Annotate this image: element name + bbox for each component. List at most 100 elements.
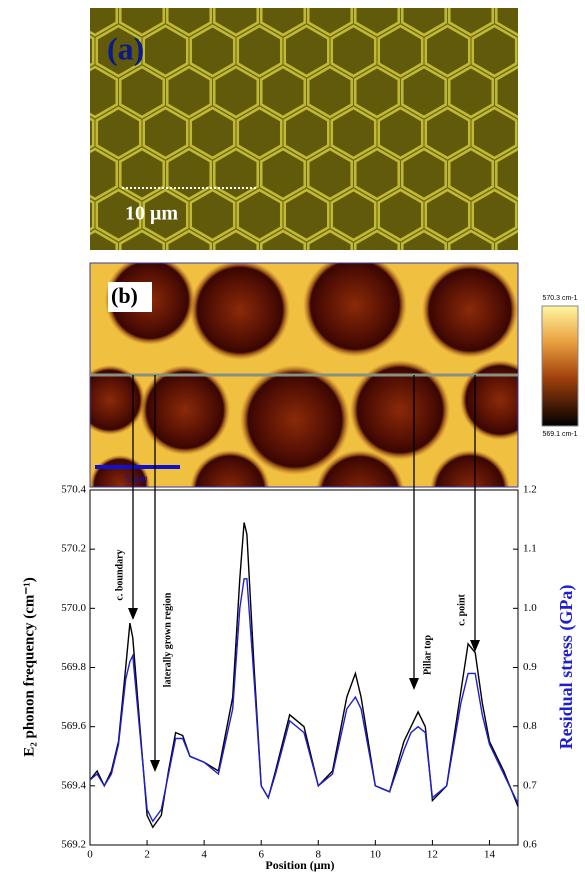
cell: [50, 190, 93, 240]
x-tick-label: 0: [87, 849, 93, 861]
cell: [520, 190, 563, 240]
cell: [285, 108, 328, 158]
cell: [167, 67, 210, 117]
y-tick-label: 569.4: [61, 779, 86, 791]
cell: [191, 190, 234, 240]
cell: [426, 26, 469, 76]
series-line: [90, 579, 518, 822]
scale-label: 10 μm: [125, 203, 178, 225]
cell: [332, 190, 375, 240]
cell: [26, 0, 69, 35]
y-axis-title: E₂ phonon frequency (cm⁻¹): [21, 577, 37, 757]
x-tick-label: 12: [427, 849, 438, 861]
cell: [543, 231, 585, 281]
scale-label: 5 μm: [125, 473, 148, 485]
cell: [332, 26, 375, 76]
x-tick-label: 6: [258, 849, 264, 861]
cell: [261, 149, 304, 199]
y2-axis-title: Residual stress (GPa): [556, 585, 577, 750]
cell: [379, 108, 422, 158]
grain: [303, 253, 407, 357]
arrow-head: [409, 678, 419, 690]
cell: [449, 67, 492, 117]
y2-tick-label: 0.8: [523, 720, 537, 732]
cell: [214, 67, 257, 117]
x-axis-title: Position (μm): [265, 858, 334, 872]
x-tick-label: 8: [316, 849, 322, 861]
cell: [285, 26, 328, 76]
cell: [120, 67, 163, 117]
cell: [332, 108, 375, 158]
cell: [520, 26, 563, 76]
cell: [379, 26, 422, 76]
cell: [73, 149, 116, 199]
y-tick-label: 570.4: [61, 484, 86, 496]
arrow-head: [150, 760, 160, 772]
cell: [238, 26, 281, 76]
cell: [308, 149, 351, 199]
annotation: c. point: [456, 593, 467, 625]
arrow-head: [128, 608, 138, 620]
cell: [26, 149, 69, 199]
cell: [567, 26, 585, 76]
cell: [214, 149, 257, 199]
colorbar: [542, 306, 578, 426]
cell: [496, 149, 539, 199]
cell: [261, 67, 304, 117]
cell: [426, 108, 469, 158]
cell: [144, 26, 187, 76]
grain: [315, 450, 405, 540]
cell: [355, 149, 398, 199]
cell: [543, 149, 585, 199]
cell: [567, 190, 585, 240]
arrow-head: [470, 640, 480, 652]
grain: [190, 260, 290, 360]
cell: [426, 190, 469, 240]
panel-label: (b): [111, 283, 138, 308]
y2-tick-label: 0.6: [523, 839, 537, 851]
x-tick-label: 14: [484, 849, 496, 861]
x-tick-label: 10: [370, 849, 382, 861]
y2-tick-label: 1.2: [523, 484, 537, 496]
cell: [285, 190, 328, 240]
cell: [238, 108, 281, 158]
cell: [238, 190, 281, 240]
grain: [90, 455, 150, 515]
annotation: Pillar top: [422, 635, 433, 676]
cell: [496, 67, 539, 117]
y2-tick-label: 0.9: [523, 661, 537, 673]
cell: [567, 108, 585, 158]
plot-frame: [90, 490, 518, 845]
y2-tick-label: 1.1: [523, 543, 537, 555]
cell: [50, 26, 93, 76]
y-tick-label: 569.2: [61, 839, 86, 851]
x-tick-label: 4: [201, 849, 207, 861]
cell: [26, 67, 69, 117]
x-tick-label: 2: [144, 849, 150, 861]
cell: [50, 108, 93, 158]
colorbar-label: 570.3 cm-1: [542, 295, 577, 302]
cell: [543, 67, 585, 117]
cell: [355, 67, 398, 117]
annotation: laterally grown region: [162, 592, 173, 687]
cell: [73, 67, 116, 117]
cell: [97, 108, 140, 158]
figure: (a) 10 μm (b) 5 μm 570.3 cm-1 569.1 cm-1…: [0, 0, 585, 872]
cell: [308, 67, 351, 117]
cell: [473, 26, 516, 76]
colorbar-label: 569.1 cm-1: [542, 431, 577, 438]
y-tick-label: 570.2: [61, 543, 86, 555]
y-tick-label: 569.6: [61, 720, 86, 732]
y2-tick-label: 1.0: [523, 602, 537, 614]
annotation: c. boundary: [114, 549, 125, 600]
cell: [473, 190, 516, 240]
cell: [26, 231, 69, 281]
y-tick-label: 569.8: [61, 661, 86, 673]
cell: [120, 149, 163, 199]
cell: [191, 26, 234, 76]
y2-tick-label: 0.7: [523, 779, 537, 791]
grain: [140, 365, 230, 455]
cell: [520, 108, 563, 158]
cell: [167, 149, 210, 199]
cell: [144, 108, 187, 158]
